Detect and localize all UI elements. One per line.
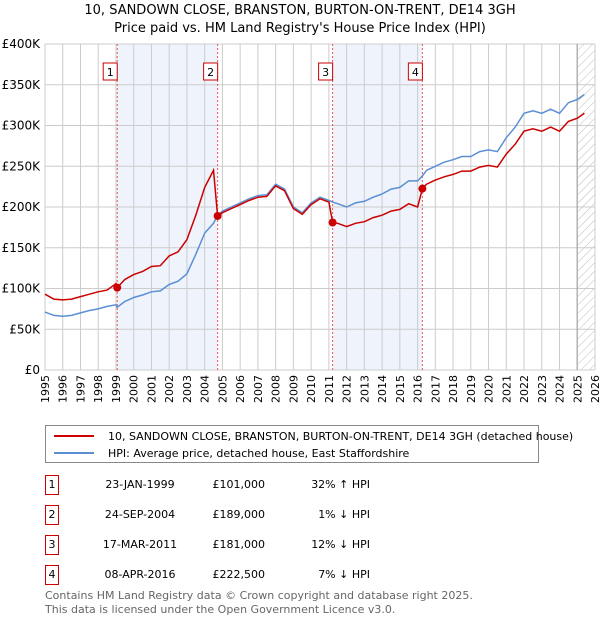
legend-swatch-blue [54,452,94,454]
x-tick-label: 1997 [75,375,88,403]
x-tick-label: 1995 [39,375,52,403]
sale-label: 3 [322,66,329,79]
sale-label: 4 [412,66,419,79]
x-tick-label: 2011 [323,375,336,403]
sale-point [328,218,337,227]
x-tick-label: 2009 [287,375,300,403]
y-tick-label: £400K [2,37,42,51]
y-tick-label: £0 [25,363,40,377]
x-tick-label: 2012 [341,375,354,403]
sale-number: 3 [45,535,59,555]
sale-hpi-diff: 12% ↓ HPI [311,538,370,551]
sale-hpi-diff: 7% ↓ HPI [318,568,370,581]
series-line [44,93,585,317]
y-tick-label: £50K [9,322,41,336]
sale-row: 3 17-MAR-2011 £181,000 12% ↓ HPI [45,535,445,555]
y-tick-label: £350K [2,78,42,92]
footer-licence: This data is licensed under the Open Gov… [45,603,396,616]
x-tick-label: 2018 [447,375,460,403]
x-tick-label: 2022 [518,375,531,403]
x-tick-label: 2007 [252,375,265,403]
chart-title: 10, SANDOWN CLOSE, BRANSTON, BURTON-ON-T… [84,3,516,18]
series-line [44,112,585,301]
sale-label-box [407,62,423,81]
sale-number: 4 [45,565,59,585]
sale-row: 1 23-JAN-1999 £101,000 32% ↑ HPI [45,475,445,495]
x-tick-label: 2004 [199,375,212,403]
x-tick-label: 2020 [483,375,496,403]
sale-number: 2 [45,505,59,525]
sale-price: £101,000 [212,478,266,491]
sale-date: 17-MAR-2011 [102,538,178,551]
x-tick-label: 1999 [110,375,123,403]
footer-copyright: Contains HM Land Registry data © Crown c… [45,589,473,602]
x-tick-label: 2015 [394,375,407,403]
x-tick-label: 2025 [571,375,584,403]
x-tick-label: 2006 [234,375,247,403]
sale-date: 24-SEP-2004 [104,508,176,521]
y-tick-label: £100K [2,282,42,296]
x-tick-label: 2005 [216,375,229,403]
x-tick-label: 2013 [358,375,371,403]
sale-point [418,184,427,193]
sale-label-box [318,62,334,81]
sale-number: 1 [45,475,59,495]
legend-swatch-red [54,435,94,437]
sale-price: £181,000 [212,538,266,551]
sale-date: 08-APR-2016 [104,568,176,581]
sale-price: £222,500 [212,568,266,581]
x-tick-label: 2003 [181,375,194,403]
y-tick-label: £250K [2,159,42,173]
legend-label: HPI: Average price, detached house, East… [108,446,410,460]
chart-subtitle: Price paid vs. HM Land Registry's House … [114,21,486,36]
x-tick-label: 2024 [554,375,567,403]
x-tick-label: 2014 [376,375,389,403]
y-tick-label: £300K [2,119,42,133]
y-tick-label: £150K [2,241,42,255]
sale-row: 4 08-APR-2016 £222,500 7% ↓ HPI [45,565,445,585]
legend-label: 10, SANDOWN CLOSE, BRANSTON, BURTON-ON-T… [108,429,574,443]
sale-row: 2 24-SEP-2004 £189,000 1% ↓ HPI [45,505,445,525]
x-tick-label: 2008 [270,375,283,403]
sale-label: 1 [107,66,114,79]
legend-item-property: 10, SANDOWN CLOSE, BRANSTON, BURTON-ON-T… [54,428,573,444]
x-tick-label: 2017 [429,375,442,403]
x-tick-label: 1996 [57,375,70,403]
x-tick-label: 2026 [589,375,600,403]
sale-label-box [203,62,219,81]
x-tick-label: 2002 [163,375,176,403]
legend: 10, SANDOWN CLOSE, BRANSTON, BURTON-ON-T… [45,425,573,463]
x-tick-label: 2001 [146,375,159,403]
y-tick-label: £200K [2,200,42,214]
x-tick-label: 2021 [500,375,513,403]
x-tick-label: 1998 [92,375,105,403]
x-tick-label: 2010 [305,375,318,403]
sale-point [213,211,222,220]
sale-label: 2 [207,66,214,79]
x-tick-label: 2000 [128,375,141,403]
sale-hpi-diff: 1% ↓ HPI [318,508,370,521]
plot-area: 1995 1996 1997 1998 1999 2000 2001 2002 2003 2004… [2,37,600,403]
x-tick-label: 2019 [465,375,478,403]
x-tick-label: 2023 [536,375,549,403]
sale-hpi-diff: 32% ↑ HPI [311,478,370,491]
sale-label-box [102,62,118,81]
sale-date: 23-JAN-1999 [105,478,175,491]
legend-item-hpi: HPI: Average price, detached house, East… [54,445,409,461]
sale-point [113,283,122,292]
sale-price: £189,000 [212,508,266,521]
x-tick-label: 2016 [412,375,425,403]
